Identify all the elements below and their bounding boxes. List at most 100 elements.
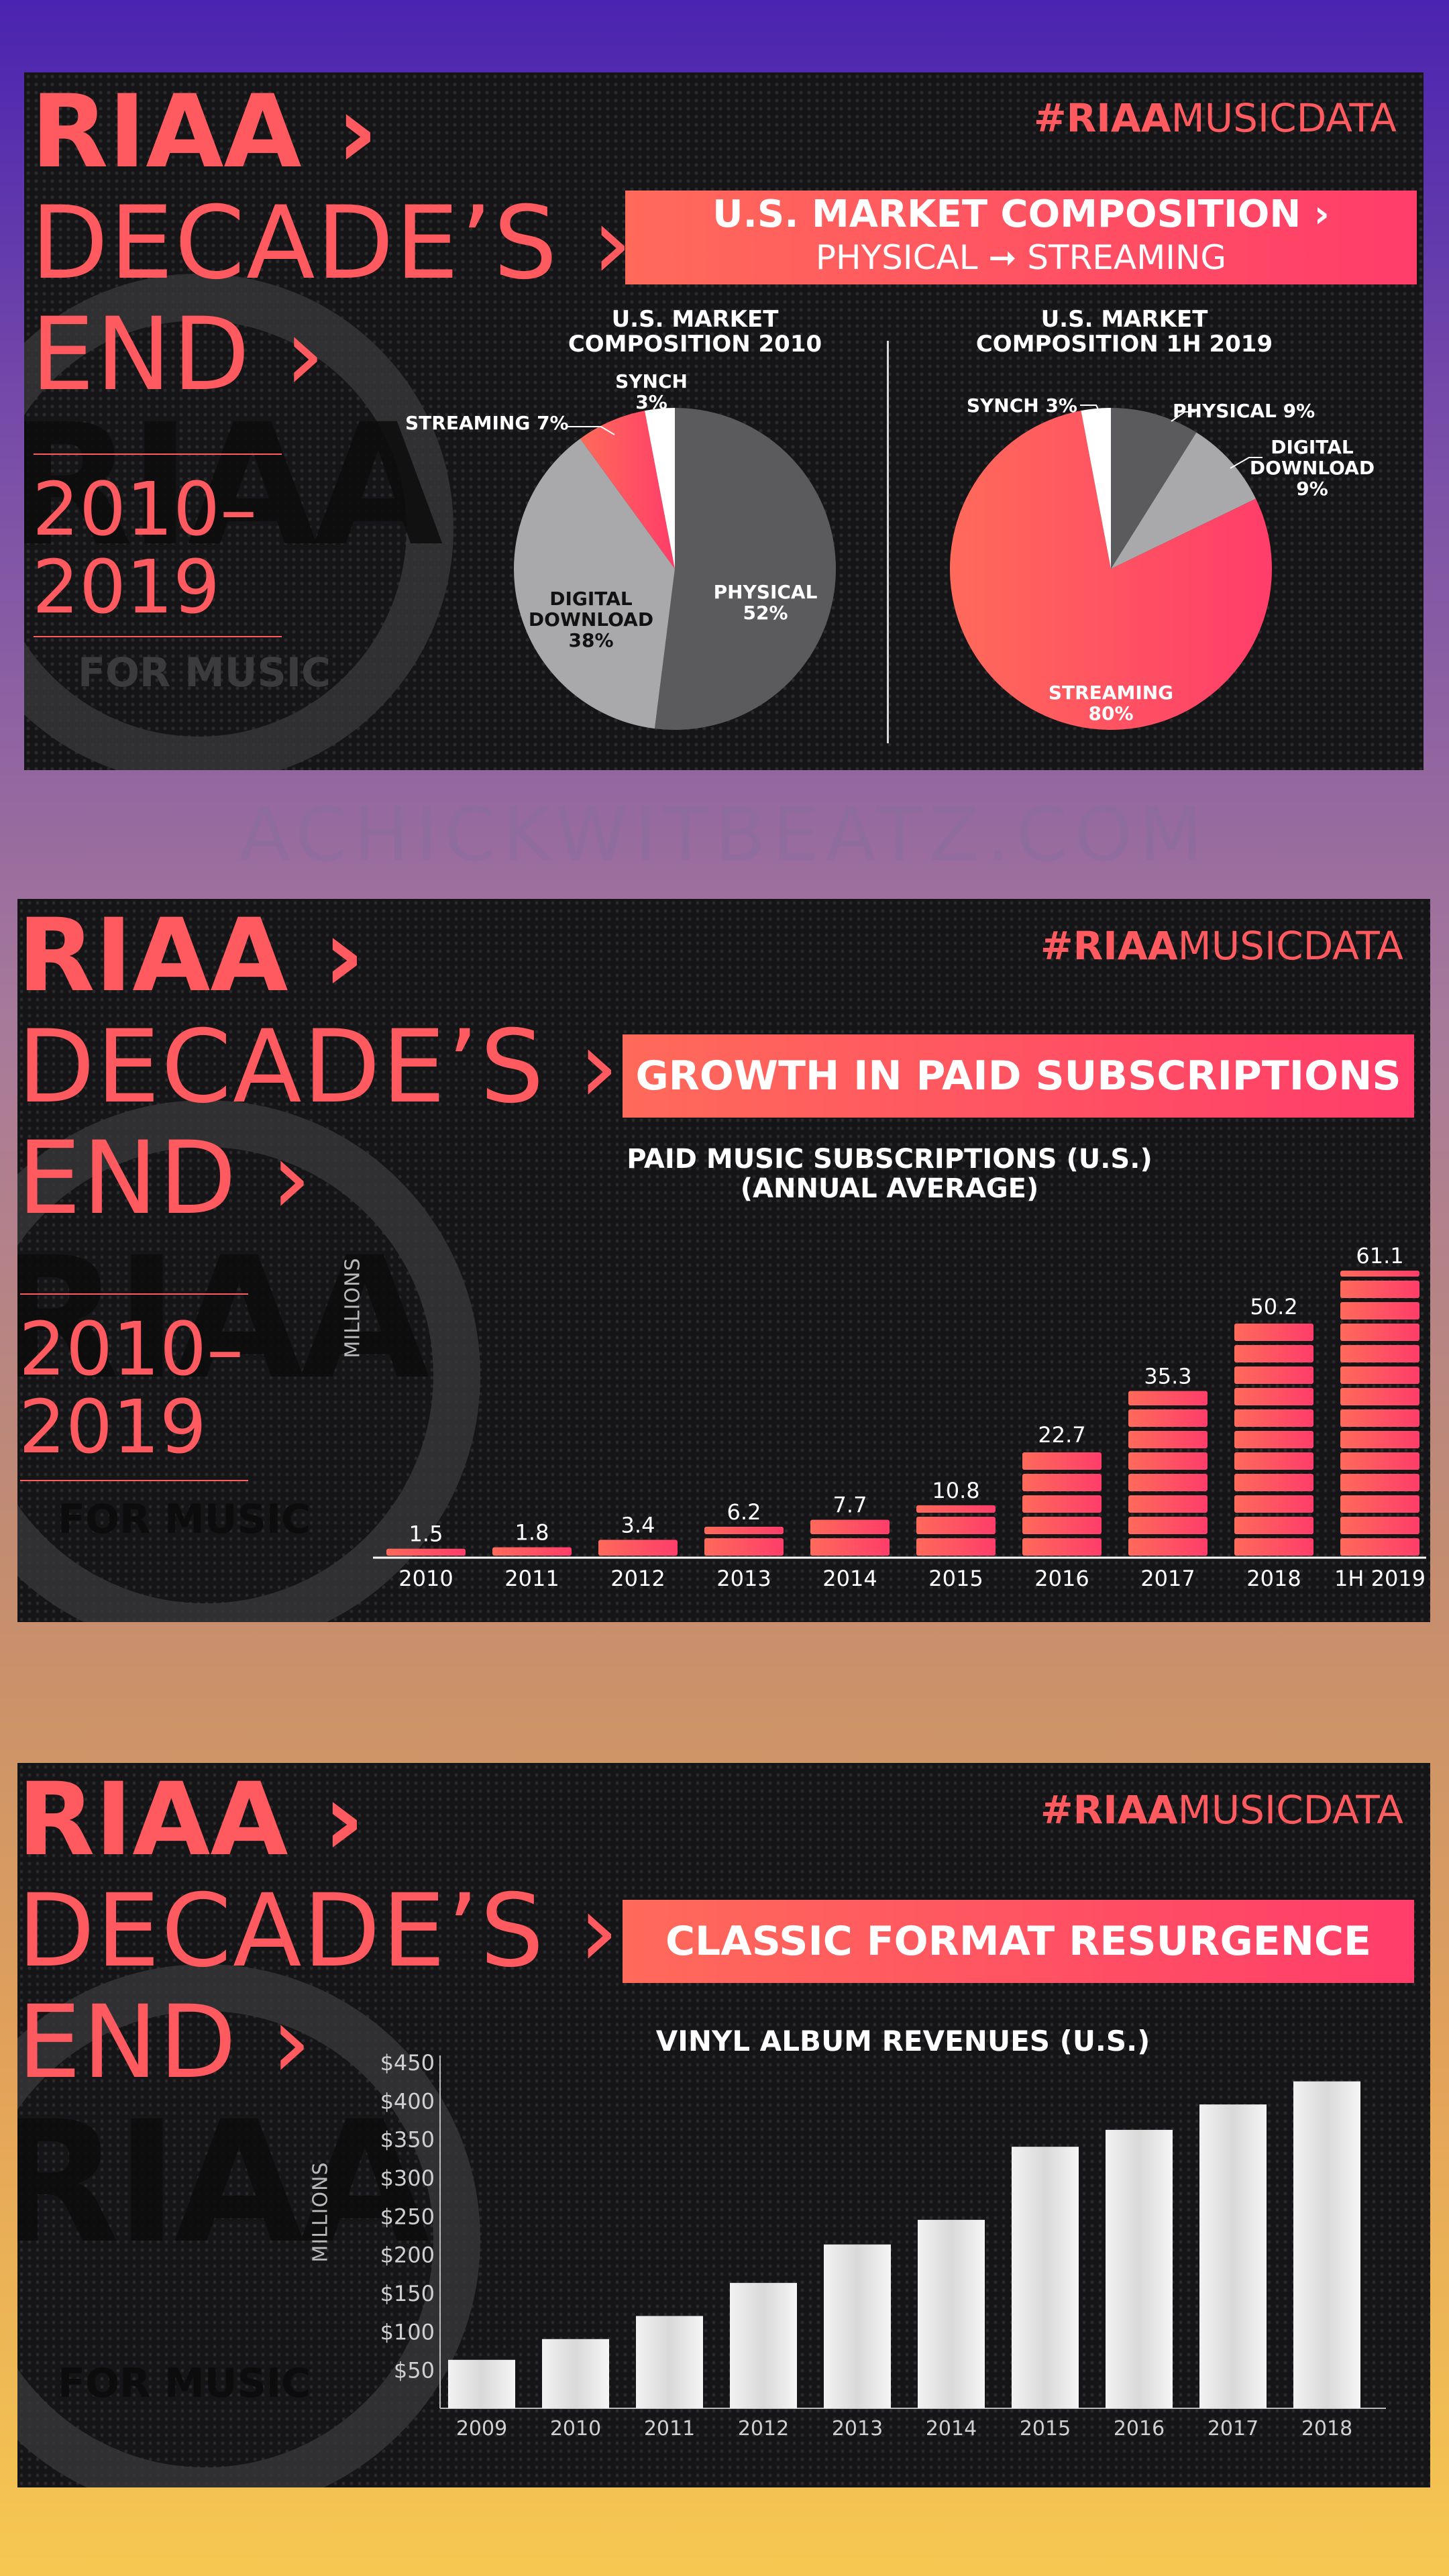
bar-2014	[918, 2220, 985, 2408]
divider-line	[34, 636, 282, 637]
pie-2019-title: U.S. MARKET COMPOSITION 1H 2019	[975, 306, 1273, 358]
bar-segment	[1340, 1345, 1419, 1362]
x-tick-label: 2016	[1034, 1566, 1089, 1591]
bar-segment	[916, 1517, 996, 1534]
data-label: 1.8	[515, 1519, 549, 1545]
bar-2016	[1106, 2129, 1173, 2408]
data-label: 1.5	[409, 1521, 443, 1547]
bar-segment	[810, 1538, 890, 1556]
bar-segment	[1340, 1474, 1419, 1491]
watermark-for-music: FOR MUSIC	[58, 1496, 311, 1543]
bar-segment	[1340, 1517, 1419, 1534]
x-tick-label: 2017	[1140, 1566, 1195, 1591]
hashtag: #RIAAMUSICDATA	[1040, 923, 1403, 969]
x-tick-label: 2015	[928, 1566, 983, 1591]
y-tick-label: $200	[380, 2243, 435, 2268]
y-tick-label: $100	[380, 2319, 435, 2345]
x-tick-label: 2018	[1301, 2417, 1352, 2440]
bar-2011	[636, 2316, 703, 2408]
bar-segment	[1340, 1452, 1419, 1470]
bar-segment	[1234, 1366, 1313, 1384]
pie-slice-digital-download	[513, 438, 675, 729]
bar-segment	[1340, 1538, 1419, 1556]
x-tick-label: 2009	[456, 2417, 507, 2440]
pie-slice-streaming	[580, 411, 675, 569]
pie-2019-label-synch: SYNCH 3%	[966, 394, 1077, 417]
bar-2014	[810, 1519, 890, 1556]
divider-line	[34, 453, 282, 455]
bar-segment	[1234, 1409, 1313, 1427]
bar-1H 2019	[1340, 1271, 1419, 1556]
data-label: 10.8	[932, 1478, 979, 1503]
decades-heading: DECADE’S ›	[17, 1873, 621, 1990]
hashtag: #RIAAMUSICDATA	[1034, 95, 1397, 141]
pie-slice-streaming	[950, 411, 1272, 730]
x-tick-label: 2012	[738, 2417, 789, 2440]
x-tick-label: 2010	[398, 1566, 453, 1591]
data-label: 35.3	[1144, 1364, 1191, 1389]
bar-segment	[810, 1519, 890, 1534]
pie-2010-label-download: DIGITAL DOWNLOAD 38%	[528, 588, 654, 651]
pie-2019-label-physical: PHYSICAL 9%	[1173, 400, 1316, 422]
bar-segment	[1234, 1452, 1313, 1470]
divider-line	[20, 1480, 248, 1481]
bar-segment	[1234, 1345, 1313, 1362]
data-label: 6.2	[727, 1499, 761, 1525]
bar-segment	[1022, 1452, 1102, 1470]
x-tick-label: 2014	[822, 1566, 877, 1591]
y-tick-label: $250	[380, 2204, 435, 2229]
x-tick-label: 2017	[1208, 2417, 1258, 2440]
bar-segment	[492, 1547, 572, 1556]
vinyl-banner: CLASSIC FORMAT RESURGENCE	[623, 1900, 1414, 1983]
pie-chart-2019	[950, 408, 1272, 730]
y-tick-label: $50	[394, 2358, 435, 2383]
bar-segment	[1234, 1388, 1313, 1405]
bar-segment	[1128, 1431, 1208, 1448]
bar-segment	[1128, 1517, 1208, 1534]
pie-divider	[887, 341, 889, 743]
pie-slice-digital-download	[1111, 432, 1256, 569]
bar-2015	[1012, 2147, 1079, 2408]
bar-2012	[598, 1540, 678, 1556]
riaa-heading: RIAA ›	[17, 899, 365, 1014]
end-heading: END ›	[17, 1984, 313, 2101]
pie-slice-physical	[1111, 408, 1197, 569]
y-tick-label: $450	[380, 2050, 435, 2076]
data-label: 7.7	[833, 1492, 867, 1517]
bar-segment	[598, 1540, 678, 1556]
pie-2019-label-download: DIGITAL DOWNLOAD 9%	[1249, 436, 1375, 500]
bar-segment	[1128, 1474, 1208, 1491]
bar-segment	[1234, 1517, 1313, 1534]
bar-2018	[1293, 2081, 1360, 2408]
decades-heading: DECADE’S ›	[31, 185, 634, 302]
market-composition-panel: RIAA FOR MUSIC RIAA › DECADE’S › END › 2…	[24, 72, 1424, 770]
bar-segment	[1340, 1271, 1419, 1277]
x-tick-label: 2018	[1246, 1566, 1301, 1591]
bar-segment	[1234, 1474, 1313, 1491]
bar-segment	[1340, 1302, 1419, 1320]
vinyl-revenue-panel: RIAA FOR MUSIC RIAA › DECADE’S › END › #…	[17, 1763, 1430, 2487]
subscriptions-banner: GROWTH IN PAID SUBSCRIPTIONS	[623, 1034, 1414, 1118]
bar-segment	[1340, 1388, 1419, 1405]
pie-2010-label-streaming: STREAMING 7%	[405, 412, 569, 434]
pie-slice-synch	[645, 408, 675, 569]
x-tick-label: 2014	[926, 2417, 977, 2440]
pie-2010-label-synch: SYNCH 3%	[615, 370, 688, 413]
banner-title: U.S. MARKET COMPOSITION ›	[712, 193, 1330, 236]
bar-segment	[1234, 1431, 1313, 1448]
bar-2018	[1234, 1324, 1313, 1556]
x-tick-label: 2012	[610, 1566, 665, 1591]
bar-segment	[1234, 1324, 1313, 1341]
bar-segment	[1340, 1366, 1419, 1384]
banner-subtitle: PHYSICAL ➞ STREAMING	[815, 238, 1227, 277]
x-tick-label: 2010	[550, 2417, 601, 2440]
bar-2016	[1022, 1452, 1102, 1556]
bar-segment	[704, 1538, 784, 1556]
bar-segment	[1022, 1538, 1102, 1556]
data-label: 3.4	[621, 1512, 655, 1538]
x-tick-label: 2011	[644, 2417, 695, 2440]
end-heading: END ›	[17, 1120, 313, 1237]
bar-2010	[542, 2339, 609, 2408]
riaa-heading: RIAA ›	[31, 74, 378, 191]
bar-segment	[386, 1548, 466, 1556]
